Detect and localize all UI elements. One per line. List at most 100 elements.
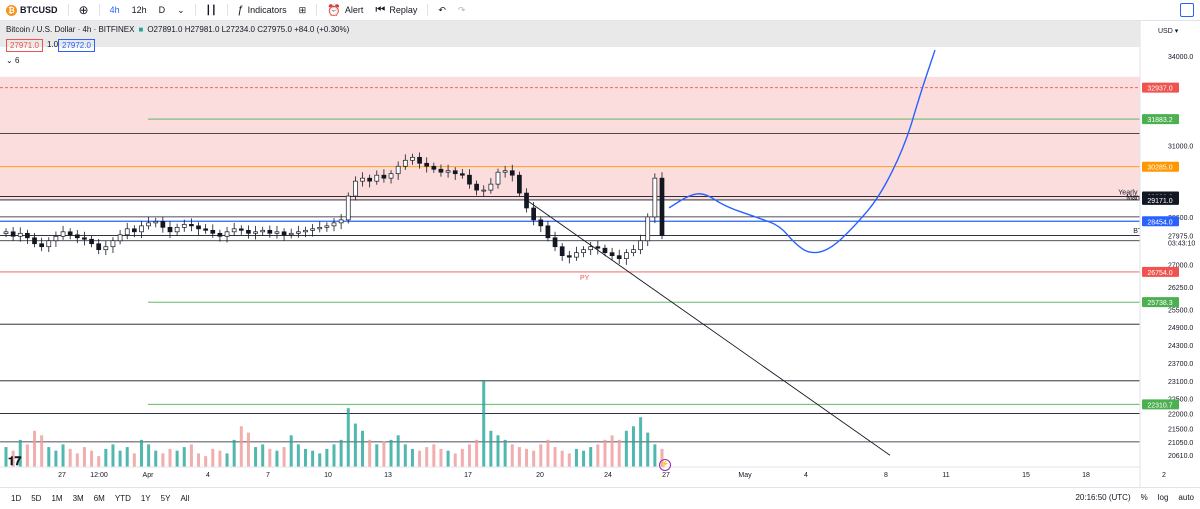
candle-body — [260, 229, 266, 233]
volume-bar — [560, 450, 564, 467]
volume-bar — [539, 444, 543, 467]
fullscreen-icon[interactable] — [1180, 3, 1194, 17]
compare-button[interactable]: ⊕ — [73, 0, 95, 20]
percent-toggle[interactable]: % — [1140, 493, 1148, 502]
volume-bar — [97, 456, 101, 467]
range-button-ytd[interactable]: YTD — [114, 494, 131, 503]
divider — [194, 4, 196, 16]
candle-body — [25, 232, 30, 239]
range-button-5d[interactable]: 5D — [31, 494, 42, 503]
layouts-button[interactable]: ⊞ — [293, 0, 313, 20]
price-chart[interactable]: R1-PMOYearly H 2023March HighMOBTCUSDMPS… — [0, 21, 1200, 487]
volume-bar — [147, 444, 151, 467]
time-tick-label: 10 — [324, 472, 332, 479]
candle-body — [196, 225, 201, 230]
time-tick-label: 24 — [604, 472, 612, 479]
candle-body — [645, 216, 651, 242]
candle-body — [502, 170, 508, 173]
divider — [427, 4, 429, 16]
chart-type-button[interactable]: ┃┃ — [200, 0, 223, 20]
time-tick-label: 17 — [464, 472, 472, 479]
volume-bar — [596, 444, 600, 467]
time-tick-label: 20 — [536, 472, 544, 479]
sell-price-button[interactable]: 27971.0 — [6, 39, 43, 52]
buy-price-button[interactable]: 27972.0 — [58, 39, 95, 52]
candle-body — [174, 226, 180, 233]
volume-bar — [132, 453, 136, 467]
lightning-icon[interactable]: ⚡ — [659, 459, 671, 471]
volume-bar — [182, 447, 186, 467]
candle-body — [345, 195, 351, 221]
volume-bar — [353, 423, 357, 467]
candle-body — [438, 168, 444, 173]
undo-button[interactable]: ↶ — [432, 0, 452, 20]
volume-bar — [418, 450, 422, 467]
interval-12h[interactable]: 12h — [131, 5, 147, 15]
time-tick-label: 27 — [58, 472, 66, 479]
candle-body — [117, 234, 123, 242]
candle-body — [538, 219, 544, 227]
replay-label: Replay — [389, 5, 418, 15]
log-toggle[interactable]: log — [1157, 493, 1169, 502]
range-button-1m[interactable]: 1M — [51, 494, 63, 503]
candle-body — [410, 156, 415, 161]
volume-bar — [25, 444, 29, 467]
range-button-3m[interactable]: 3M — [72, 494, 84, 503]
candle-body — [388, 173, 394, 179]
time-tick-label: 18 — [1082, 472, 1090, 479]
interval-dropdown[interactable]: ⌄ — [171, 0, 191, 20]
candle-body — [74, 234, 80, 239]
alert-button[interactable]: ⏰ Alert — [321, 0, 369, 20]
candle-body — [559, 246, 565, 256]
candle-body — [224, 231, 230, 237]
volume-bar — [389, 439, 393, 467]
volume-bar — [211, 448, 215, 467]
red-zone — [0, 76, 1140, 200]
price-tick-label: 22500.0 — [1168, 397, 1193, 404]
indicators-toggle[interactable]: ⌄ 6 — [6, 56, 19, 65]
candle-body — [659, 177, 665, 236]
volume-bar — [4, 447, 8, 467]
candle-body — [167, 226, 173, 233]
volume-bar — [325, 448, 329, 467]
interval-4h[interactable]: 4h — [109, 5, 120, 15]
range-button-6m[interactable]: 6M — [93, 494, 105, 503]
candle-body — [459, 173, 465, 176]
candle-body — [160, 221, 166, 228]
price-tick-label: 31000.0 — [1168, 143, 1193, 150]
replay-button[interactable]: ⏮ Replay — [369, 0, 423, 20]
range-button-1d[interactable]: 1D — [11, 494, 22, 503]
time-tick-label: 7 — [266, 472, 270, 479]
chart-area[interactable]: R1-PMOYearly H 2023March HighMOBTCUSDMPS… — [0, 21, 1200, 487]
price-tag-label: 28454.0 — [1147, 219, 1172, 226]
candle-body — [281, 231, 287, 236]
range-button-1y[interactable]: 1Y — [140, 494, 151, 503]
candle-body — [609, 252, 615, 256]
chevron-down-icon: ⌄ — [177, 4, 185, 15]
interval-d[interactable]: D — [158, 5, 166, 15]
legend-eye-icon[interactable]: ■ — [138, 25, 144, 34]
volume-bar — [161, 453, 165, 467]
candle-body — [574, 252, 579, 258]
volume-bar — [361, 430, 365, 467]
clock-display[interactable]: 20:16:50 (UTC) — [1075, 493, 1131, 502]
candle-body — [310, 228, 315, 231]
grid-icon: ⊞ — [298, 4, 307, 15]
volume-bar — [311, 450, 315, 467]
candle-body — [246, 229, 251, 234]
volume-bar — [246, 432, 250, 467]
symbol-search-button[interactable]: ₿ BTCUSD — [0, 0, 64, 20]
candle-body — [17, 232, 23, 237]
volume-bar — [368, 439, 372, 467]
auto-toggle[interactable]: auto — [1178, 493, 1194, 502]
volume-bar — [282, 447, 286, 467]
candle-body — [96, 243, 102, 251]
range-buttons: 1D 5D 1M 3M 6M YTD 1Y 5Y All — [6, 494, 194, 503]
price-tick-label: 23100.0 — [1168, 379, 1193, 386]
range-button-all[interactable]: All — [180, 494, 190, 503]
volume-bar — [567, 453, 571, 467]
indicators-button[interactable]: ƒ Indicators — [232, 0, 293, 20]
redo-button[interactable]: ↷ — [452, 0, 472, 20]
range-button-5y[interactable]: 5Y — [160, 494, 171, 503]
indicators-label: Indicators — [247, 5, 287, 15]
